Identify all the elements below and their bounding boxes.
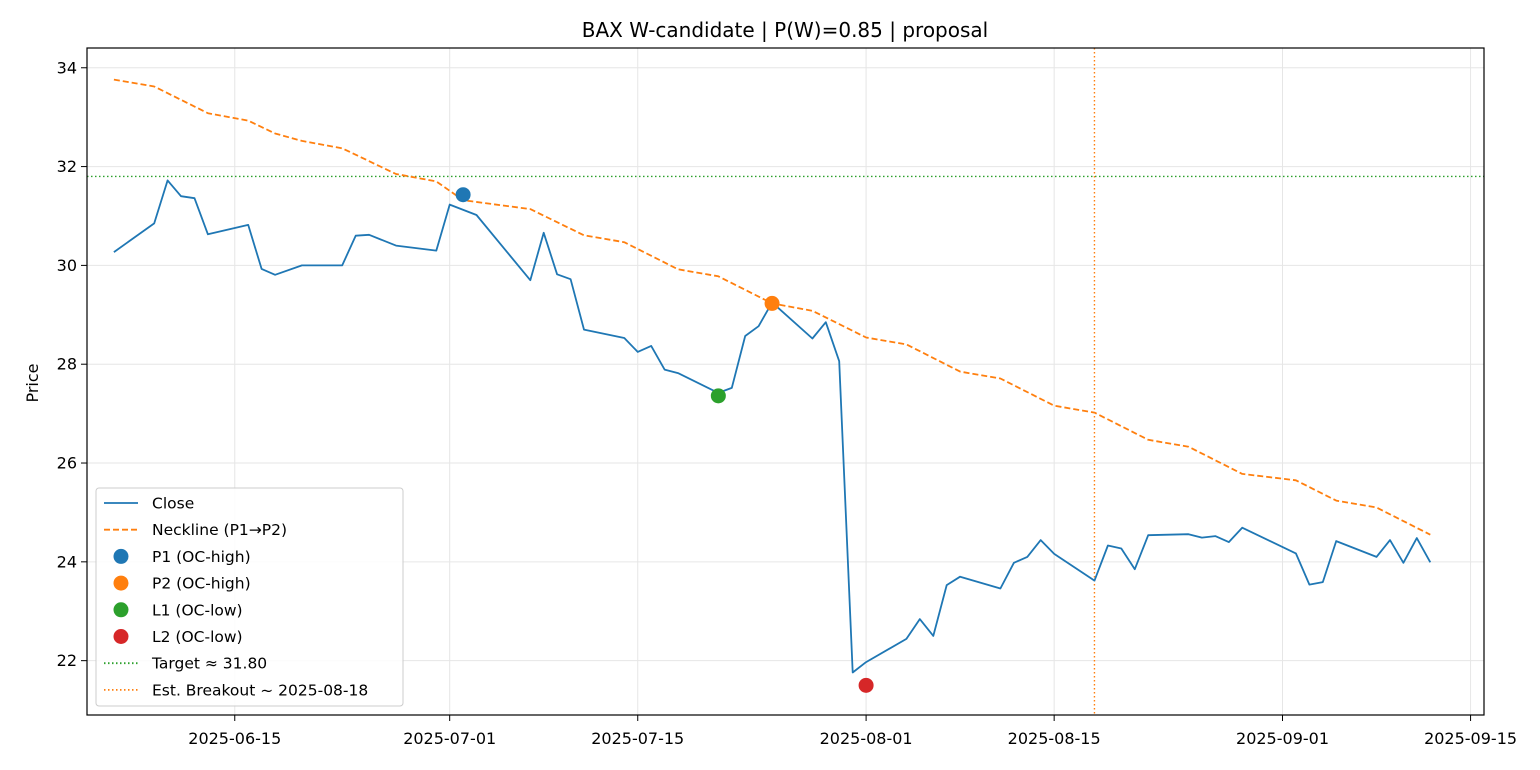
reference-lines <box>87 48 1484 715</box>
legend-label: P2 (OC-high) <box>152 575 251 593</box>
legend-swatch-dot <box>113 575 129 591</box>
y-tick-label: 30 <box>57 256 77 275</box>
legend-label: Est. Breakout ~ 2025-08-18 <box>152 681 368 699</box>
legend-label: L2 (OC-low) <box>152 628 243 646</box>
chart-title: BAX W-candidate | P(W)=0.85 | proposal <box>582 18 988 42</box>
grid <box>87 48 1484 715</box>
y-tick-label: 24 <box>57 552 77 571</box>
legend-label: Target ≈ 31.80 <box>151 655 267 673</box>
y-axis-label: Price <box>23 363 42 402</box>
y-tick-label: 22 <box>57 651 77 670</box>
y-tick-label: 26 <box>57 454 77 473</box>
x-tick-label: 2025-07-01 <box>403 729 496 748</box>
neckline-line <box>113 78 1431 536</box>
axis-ticks: 22 24 26 28 30 32 34 2025-06-15 2025-07-01 2025-0… <box>57 58 1517 748</box>
close-price-line <box>113 179 1432 674</box>
x-tick-label: 2025-07-15 <box>591 729 684 748</box>
legend-swatch-dot <box>113 548 129 564</box>
x-tick-label: 2025-06-15 <box>188 729 281 748</box>
y-tick-label: 28 <box>57 355 77 374</box>
x-tick-label: 2025-09-01 <box>1236 729 1329 748</box>
legend-label: P1 (OC-high) <box>152 548 251 566</box>
series <box>113 78 1432 674</box>
x-tick-label: 2025-09-15 <box>1424 729 1517 748</box>
y-tick-label: 34 <box>57 58 77 77</box>
l2-marker <box>858 677 874 693</box>
x-tick-label: 2025-08-15 <box>1008 729 1101 748</box>
p1-marker <box>455 187 471 203</box>
legend-swatch-dot <box>113 602 129 618</box>
legend-box <box>95 487 404 707</box>
plot-frame <box>86 47 1485 716</box>
p2-marker <box>764 295 780 311</box>
legend: Close Neckline (P1→P2) P1 (OC-high) P2 (OC-… <box>95 487 404 707</box>
markers <box>455 187 874 693</box>
legend-label: Close <box>152 495 194 513</box>
l1-marker <box>710 388 726 404</box>
y-tick-label: 32 <box>57 157 77 176</box>
legend-label: Neckline (P1→P2) <box>152 521 287 539</box>
legend-swatch-dot <box>113 629 129 644</box>
legend-label: L1 (OC-low) <box>152 601 243 619</box>
x-tick-label: 2025-08-01 <box>820 729 913 748</box>
